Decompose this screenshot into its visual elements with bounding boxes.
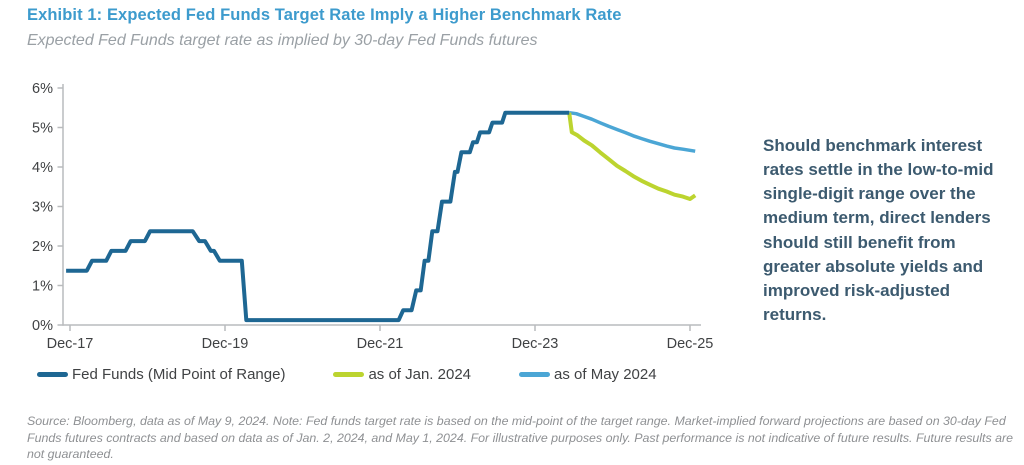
svg-text:4%: 4% <box>32 160 53 176</box>
legend-item-may-2024: as of May 2024 <box>519 366 657 383</box>
legend-swatch-jan-2024-icon <box>333 372 365 377</box>
source-note: Source: Bloomberg, data as of May 9, 202… <box>27 414 1014 461</box>
svg-text:2%: 2% <box>32 239 53 255</box>
legend-label-may-2024: as of May 2024 <box>554 366 657 383</box>
legend-swatch-may-2024-icon <box>519 372 551 377</box>
callout-text: Should benchmark interest rates settle i… <box>763 136 994 324</box>
svg-text:Dec-19: Dec-19 <box>202 336 249 352</box>
fed-funds-chart-canvas: 0% 1% 2% 3% 4% 5% 6% Dec-17 Dec-19 Dec-21 Dec-23 De… <box>32 81 714 352</box>
exhibit-title: Exhibit 1: Expected Fed Funds Target Rat… <box>27 6 622 24</box>
svg-text:Dec-17: Dec-17 <box>47 336 94 352</box>
svg-text:Dec-23: Dec-23 <box>512 336 559 352</box>
fed-funds-chart: 0% 1% 2% 3% 4% 5% 6% Dec-17 Dec-19 Dec-21 Dec-23 De… <box>20 78 740 363</box>
chart-legend: Fed Funds (Mid Point of Range) as of Jan… <box>37 366 657 383</box>
legend-item-jan-2024: as of Jan. 2024 <box>333 366 471 383</box>
svg-text:3%: 3% <box>32 200 53 216</box>
legend-item-fed-funds: Fed Funds (Mid Point of Range) <box>37 366 285 383</box>
svg-text:1%: 1% <box>32 279 53 295</box>
legend-label-fed-funds: Fed Funds (Mid Point of Range) <box>72 366 286 383</box>
svg-text:0%: 0% <box>32 318 53 334</box>
svg-text:Dec-25: Dec-25 <box>667 336 714 352</box>
exhibit-subtitle: Expected Fed Funds target rate as implie… <box>27 32 538 49</box>
svg-text:5%: 5% <box>32 121 53 137</box>
svg-text:6%: 6% <box>32 81 53 97</box>
legend-swatch-fed-funds-icon <box>37 372 68 377</box>
legend-label-jan-2024: as of Jan. 2024 <box>368 366 472 383</box>
svg-text:Dec-21: Dec-21 <box>357 336 404 352</box>
